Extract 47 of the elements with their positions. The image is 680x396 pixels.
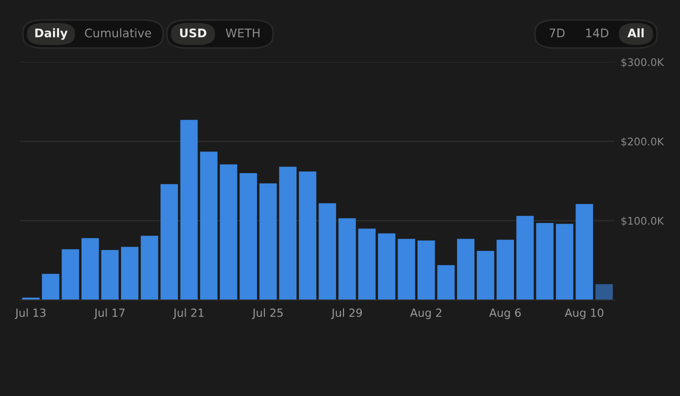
bar — [437, 265, 455, 300]
bar — [476, 250, 494, 300]
text: USD — [180, 28, 206, 38]
text: WETH — [226, 28, 260, 38]
bar — [200, 152, 218, 300]
x-tick-label: Jul 21 — [172, 308, 204, 319]
x-tick-label: Jul 17 — [94, 308, 125, 319]
bar — [62, 249, 80, 300]
bar — [42, 274, 60, 300]
x-tick-label: Jul 13 — [14, 308, 46, 319]
bar — [556, 224, 574, 300]
x-tick-label: Aug 6 — [489, 308, 521, 320]
bar — [516, 216, 534, 300]
bar — [279, 166, 297, 300]
bar — [298, 171, 316, 300]
bar — [358, 228, 376, 300]
bar — [240, 173, 258, 300]
bar — [180, 120, 198, 300]
bar — [160, 184, 178, 300]
bar — [81, 238, 99, 300]
bar — [595, 284, 613, 300]
bar — [220, 164, 238, 300]
bar — [418, 240, 435, 300]
bar — [496, 240, 514, 300]
bar — [318, 203, 336, 300]
text: All — [627, 28, 644, 38]
bar — [338, 218, 356, 300]
bar — [398, 238, 416, 300]
text: 14D — [586, 28, 608, 38]
y-tick-label: $200.0K — [621, 137, 664, 147]
text: Daily — [35, 28, 68, 40]
bar — [576, 204, 594, 300]
text: 7D — [550, 28, 565, 38]
bar — [378, 233, 396, 300]
y-tick-label: $300.0K — [621, 58, 664, 68]
x-tick-label: Aug 2 — [410, 308, 442, 320]
x-tick-label: Jul 25 — [252, 308, 283, 319]
x-tick-label: Jul 29 — [331, 308, 362, 319]
bar — [259, 183, 277, 300]
bar — [140, 236, 158, 300]
text: Cumulative — [84, 28, 152, 38]
bar — [121, 246, 138, 300]
bar — [457, 238, 474, 300]
x-tick-label: Aug 10 — [564, 308, 604, 320]
y-tick-label: $100.0K — [621, 216, 664, 226]
bar — [101, 250, 119, 300]
bar — [536, 223, 554, 300]
